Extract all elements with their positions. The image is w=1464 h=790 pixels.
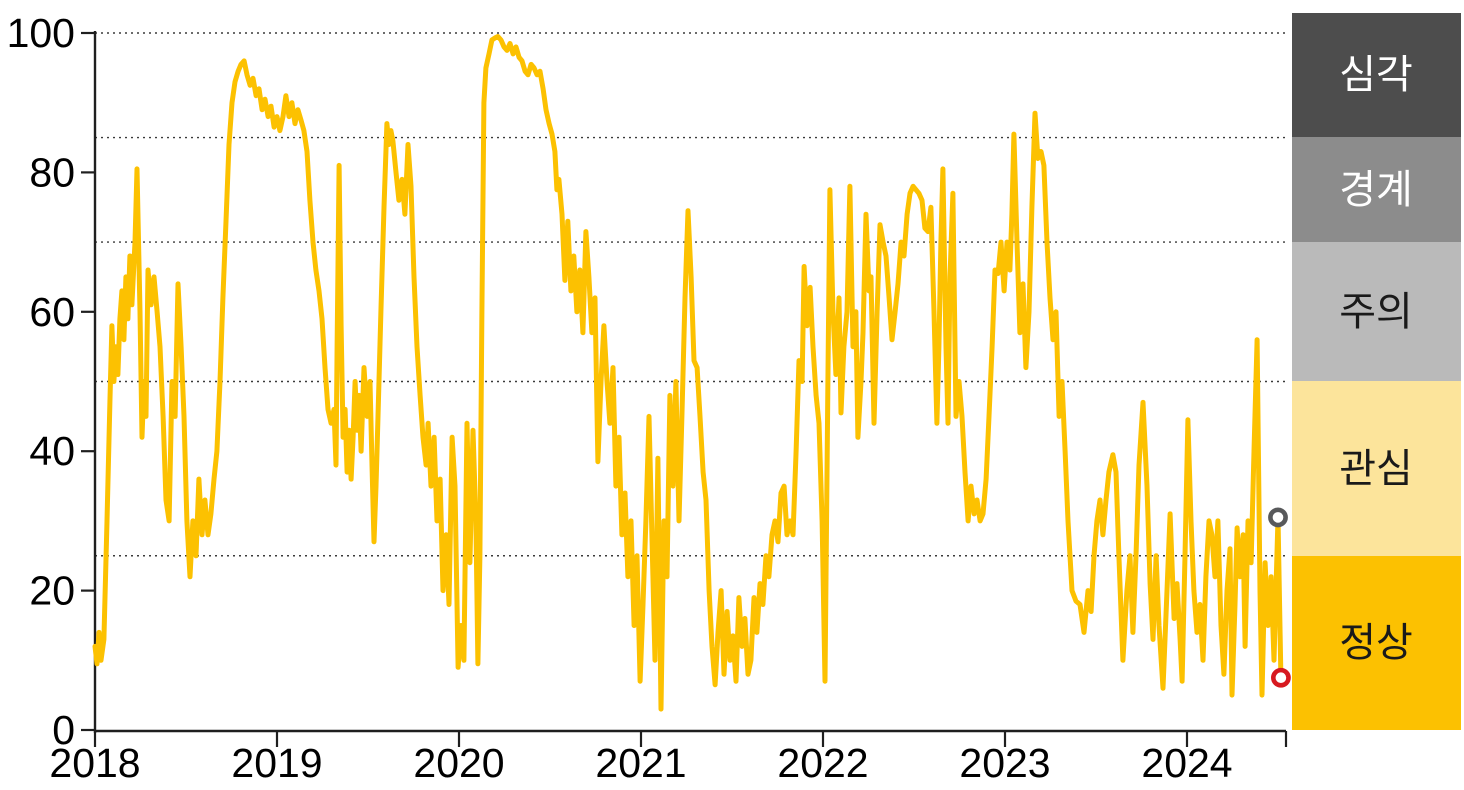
end-markers: [1268, 507, 1291, 688]
x-tick-label-2018: 2018: [49, 740, 140, 786]
band-caution-label: 주의: [1339, 290, 1413, 334]
band-interest: [1292, 381, 1461, 556]
y-tick-label-60: 60: [29, 289, 75, 335]
x-tick-label-2022: 2022: [777, 740, 868, 786]
y-tick-label-20: 20: [29, 568, 75, 614]
band-normal: [1292, 556, 1461, 730]
band-alert: [1292, 137, 1461, 242]
x-axis-ticks: 2018 2019 2020 2021 2022 2023 2024: [49, 731, 1288, 786]
x-tick-label-2021: 2021: [595, 740, 686, 786]
band-normal-label: 정상: [1339, 621, 1413, 665]
band-severe-label: 심각: [1339, 53, 1413, 97]
band-severe: [1292, 13, 1461, 137]
y-tick-label-40: 40: [29, 428, 75, 474]
band-caution: [1292, 242, 1461, 381]
y-tick-label-80: 80: [29, 149, 75, 195]
x-tick-label-2020: 2020: [413, 740, 504, 786]
previous-value-marker: [1268, 507, 1288, 528]
x-tick-label-2019: 2019: [231, 740, 322, 786]
x-tick-label-2024: 2024: [1141, 740, 1232, 786]
axes: [93, 31, 1286, 733]
index-line: [92, 34, 1284, 712]
threshold-legend: 심각 경계 주의 관심 정상: [1292, 13, 1461, 730]
y-axis-ticks: 0 20 40 60 80 100: [7, 10, 95, 753]
x-tick-label-2023: 2023: [959, 740, 1050, 786]
index-line-path: [92, 34, 1284, 712]
band-interest-label: 관심: [1339, 447, 1413, 491]
band-alert-label: 경계: [1339, 168, 1413, 212]
latest-value-marker: [1271, 667, 1291, 688]
y-tick-label-100: 100: [7, 10, 75, 56]
y-tick-label-0: 0: [52, 707, 75, 753]
